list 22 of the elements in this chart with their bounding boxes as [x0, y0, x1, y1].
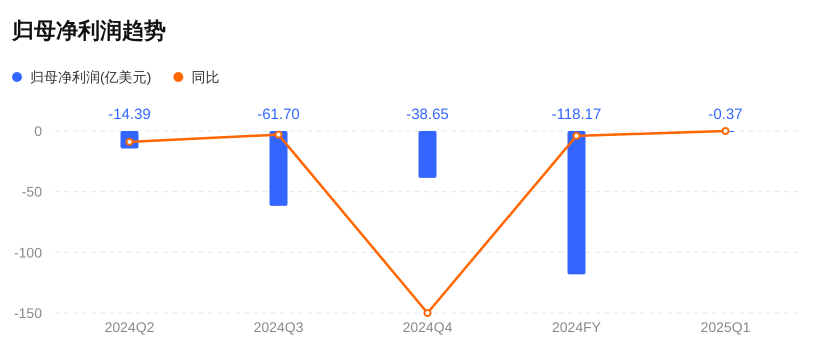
y-tick-label: -100: [14, 244, 42, 260]
y-tick-label: -50: [22, 184, 42, 200]
x-tick-label: 2025Q1: [700, 319, 751, 335]
data-label: -0.37: [708, 106, 743, 123]
x-tick-label: 2024Q3: [254, 319, 304, 335]
y-tick-label: -150: [14, 305, 42, 321]
y-tick-label: 0: [34, 123, 42, 139]
x-tick-label: 2024Q2: [104, 319, 155, 335]
point: [424, 309, 432, 317]
point: [722, 127, 730, 135]
data-label: -118.17: [552, 106, 602, 123]
data-label: -38.65: [406, 106, 449, 123]
chart-title: 归母净利润趋势: [11, 18, 166, 43]
point: [572, 132, 580, 140]
x-tick-label: 2024FY: [552, 319, 602, 335]
legend-label: 同比: [191, 69, 220, 85]
data-label: -14.39: [108, 106, 151, 123]
legend-item: 归母净利润(亿美元): [12, 69, 152, 85]
legend-item: 同比: [173, 69, 220, 85]
point: [274, 130, 282, 139]
x-tick-label: 2024Q4: [402, 319, 453, 335]
data-label: -61.70: [257, 106, 300, 123]
